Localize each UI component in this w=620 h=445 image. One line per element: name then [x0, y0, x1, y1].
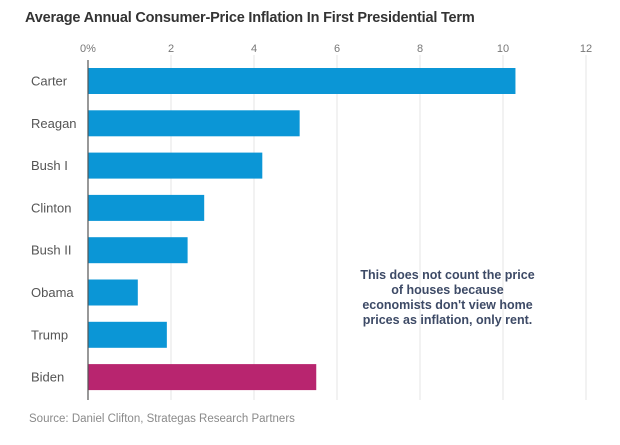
bar-biden	[88, 364, 317, 391]
category-label: Obama	[31, 285, 74, 300]
x-tick-label: 4	[251, 43, 257, 55]
annotation-note: This does not count the price of houses …	[360, 268, 535, 327]
x-axis-ticks: 0% 2 4 6 8 10 12	[80, 43, 592, 55]
category-label: Bush II	[31, 243, 71, 258]
bar-bush-i	[88, 152, 263, 179]
bar-obama	[88, 279, 138, 306]
x-tick-label: 6	[334, 43, 340, 55]
category-label: Bush I	[31, 158, 68, 173]
source-note: Source: Daniel Clifton, Strategas Resear…	[29, 413, 295, 425]
category-labels: Carter Reagan Bush I Clinton Bush II Obama Tru…	[31, 74, 77, 385]
bar-carter	[88, 68, 516, 94]
bar-trump	[88, 321, 167, 348]
x-tick-label: 8	[417, 43, 423, 55]
x-tick-label: 2	[168, 43, 174, 55]
bar-bush-ii	[88, 237, 188, 264]
category-label: Clinton	[31, 200, 71, 215]
category-label: Reagan	[31, 116, 77, 131]
category-label: Trump	[31, 327, 68, 342]
gridlines	[170, 55, 587, 400]
category-label: Biden	[31, 370, 64, 385]
x-tick-label: 0%	[80, 43, 96, 55]
chart-title: Average Annual Consumer-Price Inflation …	[25, 10, 475, 26]
category-label: Carter	[31, 74, 68, 89]
x-tick-label: 12	[580, 43, 592, 55]
bar-reagan	[88, 110, 300, 137]
x-tick-label: 10	[497, 43, 509, 55]
bars	[88, 68, 516, 391]
bar-clinton	[88, 194, 205, 221]
